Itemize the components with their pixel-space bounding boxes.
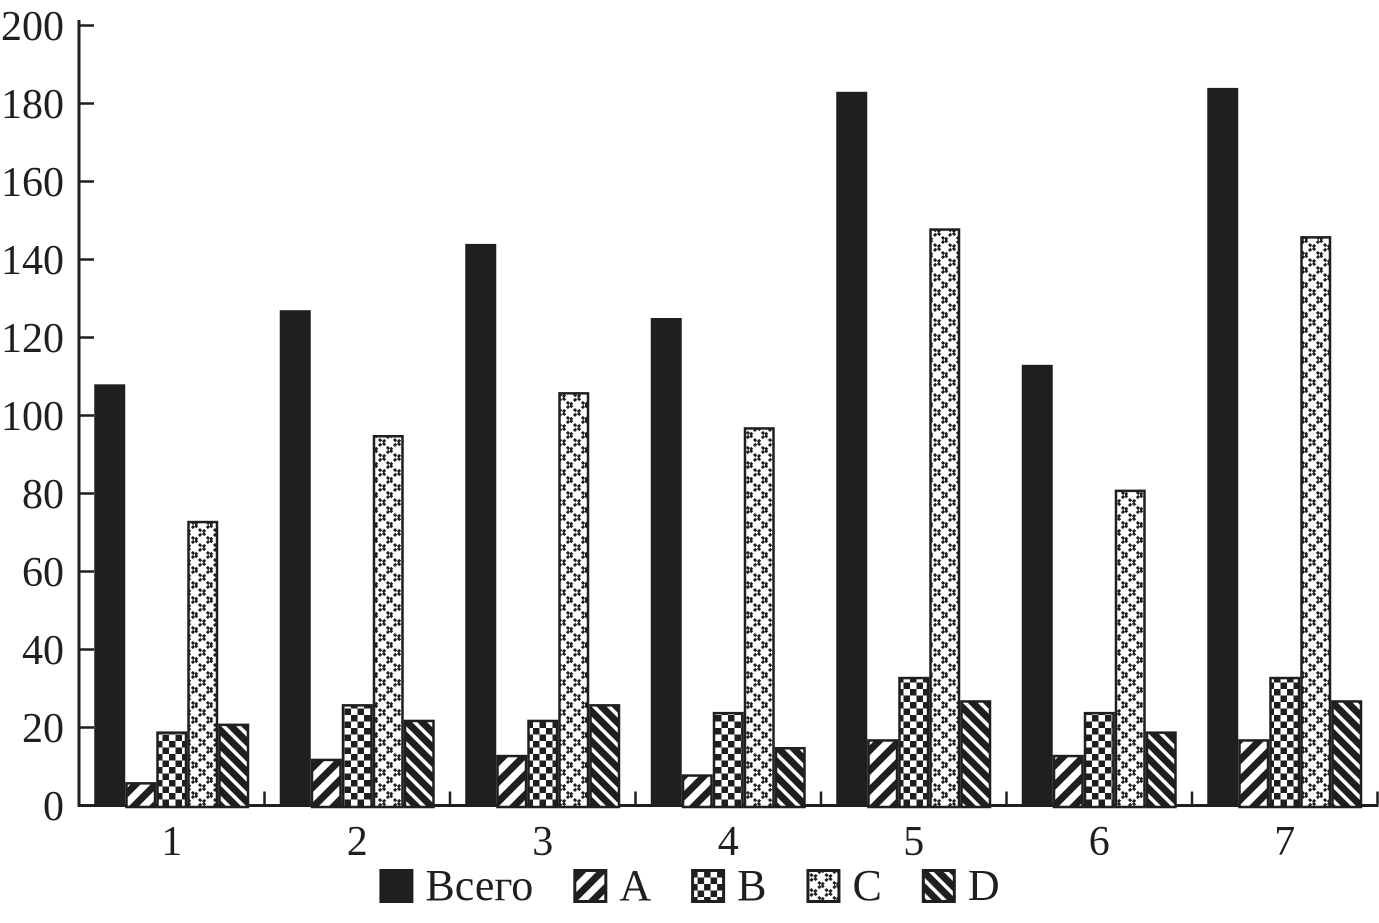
bar-D-6 — [1145, 731, 1177, 809]
x-tick-label: 1 — [161, 819, 182, 865]
bar-Всего-1 — [94, 384, 126, 807]
bar-D-7 — [1331, 700, 1363, 809]
bar-A-7 — [1238, 739, 1270, 809]
bar-A-5 — [867, 739, 899, 809]
legend-item-A: A — [573, 861, 651, 910]
bar-C-4 — [743, 427, 775, 809]
bar-D-5 — [960, 700, 992, 809]
legend-label: A — [619, 861, 651, 910]
bar-A-4 — [681, 774, 713, 809]
bar-B-6 — [1083, 711, 1115, 809]
bar-B-5 — [898, 676, 930, 809]
y-tick-label: 140 — [1, 238, 64, 284]
bar-D-4 — [774, 747, 806, 809]
y-tick-label: 60 — [22, 550, 64, 596]
y-tick-label: 20 — [22, 706, 64, 752]
bar-Всего-6 — [1021, 364, 1053, 807]
legend-marker-diamond-lattice — [806, 869, 841, 903]
bar-A-1 — [125, 782, 157, 809]
legend-label: C — [852, 861, 881, 910]
bar-B-1 — [156, 731, 188, 809]
bar-D-2 — [403, 719, 435, 809]
bar-C-7 — [1300, 236, 1332, 809]
bar-C-5 — [929, 228, 961, 809]
bar-Всего-7 — [1207, 87, 1239, 807]
bar-Всего-2 — [279, 310, 311, 807]
legend-label: Всего — [425, 861, 533, 910]
bar-D-1 — [218, 723, 250, 809]
y-tick-label: 120 — [1, 316, 64, 362]
bar-Всего-5 — [836, 91, 868, 808]
y-tick-label: 0 — [43, 784, 64, 830]
bar-A-6 — [1052, 754, 1084, 809]
legend-marker-checkerboard — [691, 869, 726, 903]
bar-Всего-3 — [465, 243, 497, 807]
y-tick-label: 40 — [22, 628, 64, 674]
legend: Всего A B C D — [379, 861, 1000, 910]
bar-B-4 — [712, 711, 744, 809]
bar-A-3 — [496, 754, 528, 809]
legend-item-D: D — [921, 861, 1000, 910]
y-tick-label: 80 — [22, 472, 64, 518]
legend-item-C: C — [806, 861, 882, 910]
legend-label: D — [968, 861, 1000, 910]
bar-C-2 — [372, 435, 404, 809]
y-tick-label: 200 — [1, 4, 64, 50]
y-tick-label: 160 — [1, 160, 64, 206]
legend-marker-diagonal-up — [573, 869, 608, 903]
x-tick-label: 5 — [903, 819, 924, 865]
bar-C-3 — [558, 392, 590, 809]
x-tick-label: 3 — [532, 819, 553, 865]
bar-C-1 — [187, 520, 219, 809]
bar-B-3 — [527, 719, 559, 809]
x-tick-label: 4 — [718, 819, 739, 865]
bar-C-6 — [1114, 489, 1146, 809]
legend-item-Всего: Всего — [379, 861, 533, 910]
legend-marker-diagonal-down — [921, 869, 956, 903]
legend-label: B — [737, 861, 766, 910]
bar-B-7 — [1269, 676, 1301, 809]
bar-D-3 — [589, 704, 621, 809]
x-tick-label: 7 — [1274, 819, 1295, 865]
bar-A-2 — [310, 758, 342, 809]
x-tick-label: 6 — [1089, 819, 1110, 865]
legend-item-B: B — [691, 861, 766, 910]
bar-B-2 — [341, 704, 373, 809]
x-tick-label: 2 — [347, 819, 368, 865]
y-tick-label: 180 — [1, 82, 64, 128]
bar-Всего-4 — [650, 318, 682, 807]
y-tick-label: 100 — [1, 394, 64, 440]
legend-marker-solid — [379, 869, 414, 903]
